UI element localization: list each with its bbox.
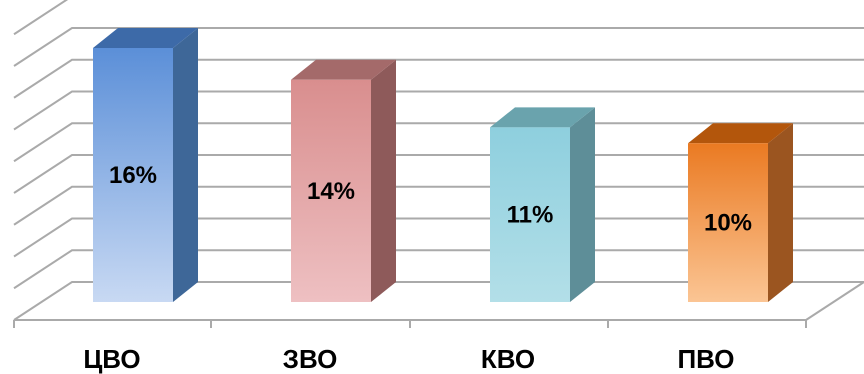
gridline <box>13 249 864 290</box>
category-label: ПВО <box>677 344 734 374</box>
bar <box>688 123 793 302</box>
bars <box>93 28 793 302</box>
data-label: 11% <box>507 202 554 229</box>
gridlines <box>13 0 864 321</box>
gridline <box>13 0 69 36</box>
x-axis <box>13 281 864 328</box>
bar-front <box>93 48 173 302</box>
gridline <box>13 217 864 258</box>
gridline <box>13 281 864 321</box>
bar <box>93 28 198 302</box>
category-label: ЦВО <box>83 344 140 374</box>
data-label: 14% <box>307 178 355 205</box>
bar <box>291 59 396 302</box>
data-label: 10% <box>704 210 752 237</box>
floor-edge <box>805 281 864 321</box>
gridline <box>13 27 864 67</box>
bar-front <box>291 79 371 302</box>
bar-top <box>93 28 198 48</box>
bar-top <box>490 107 595 128</box>
bar-side <box>371 59 396 302</box>
data-label: 16% <box>109 162 157 189</box>
labels: 16% ЦВО 14% ЗВО 11% КВО 10% ПВО <box>83 162 752 374</box>
gridline <box>13 154 864 194</box>
bar-side <box>768 123 793 302</box>
bar-side <box>173 28 198 302</box>
bar-side <box>570 107 595 302</box>
bar <box>490 107 595 302</box>
category-label: ЗВО <box>283 344 338 374</box>
category-label: КВО <box>481 344 535 374</box>
bar-front <box>688 143 768 302</box>
gridline <box>13 90 864 131</box>
bar-top <box>688 123 793 144</box>
bar-top <box>291 59 396 80</box>
gridline <box>13 185 864 226</box>
bar-front <box>490 127 570 302</box>
gridline <box>13 58 864 99</box>
gridline <box>13 122 864 163</box>
